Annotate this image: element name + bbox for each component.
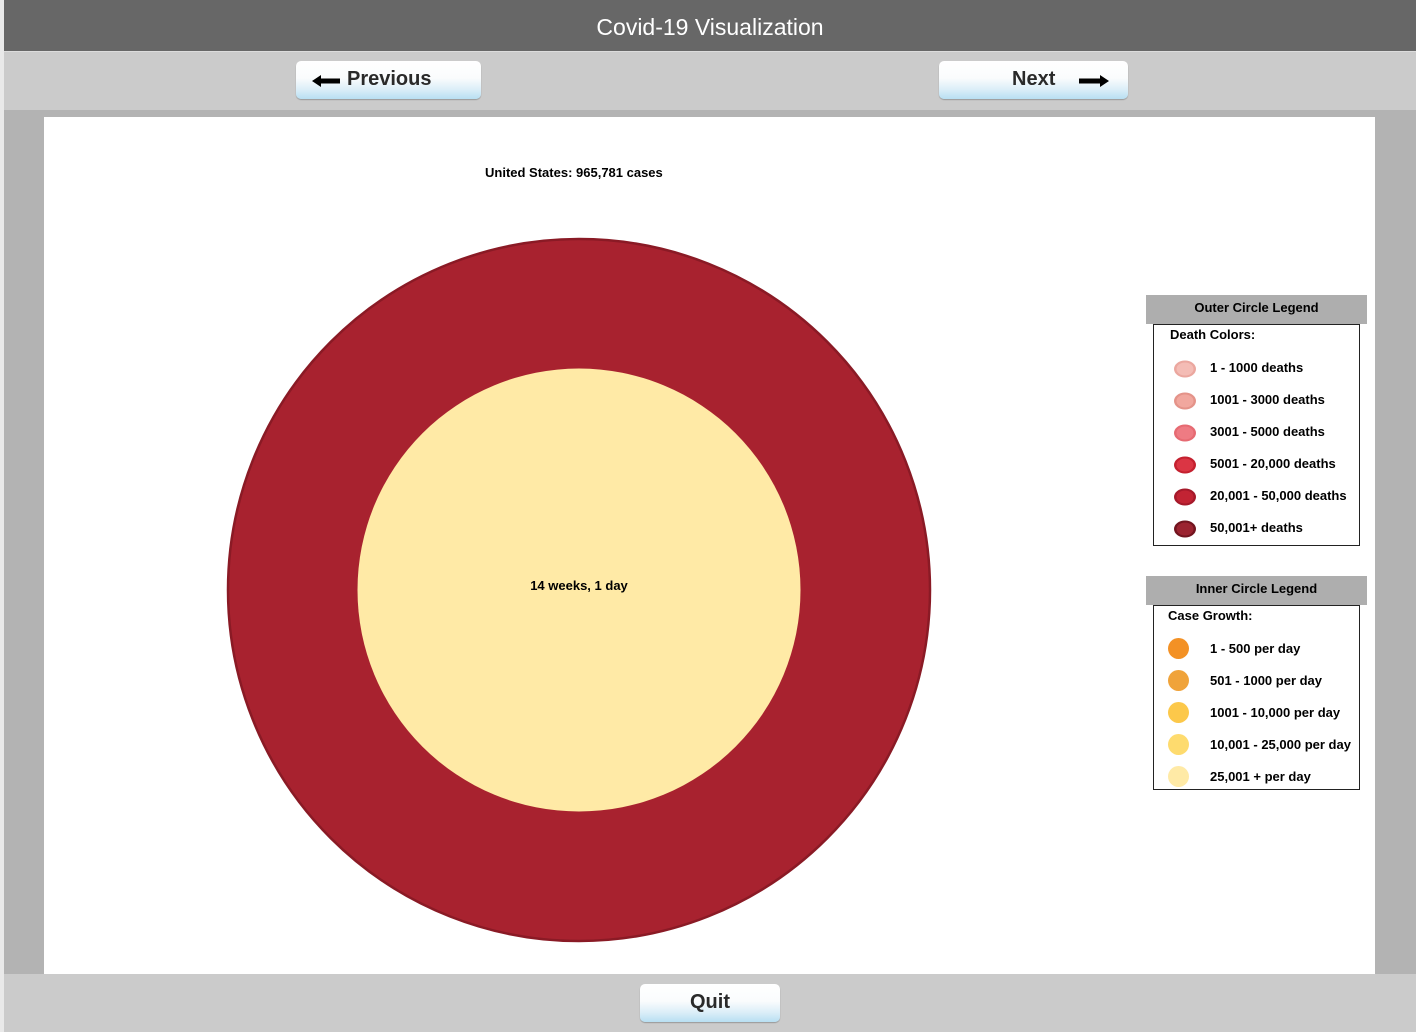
legend-item-label: 5001 - 20,000 deaths	[1210, 456, 1336, 471]
inner-case-circle	[357, 368, 801, 812]
concentric-circle-chart	[226, 237, 932, 943]
next-button[interactable]: Next	[939, 61, 1128, 99]
visualization-stage: United States: 965,781 cases 14 weeks, 1…	[4, 110, 1416, 974]
outer-legend-box: Death Colors: 1 - 1000 deaths 1001 - 300…	[1153, 324, 1360, 546]
case-growth-swatch-icon	[1168, 702, 1189, 723]
legend-item: 501 - 1000 per day	[1154, 669, 1359, 693]
inner-legend-box: Case Growth: 1 - 500 per day 501 - 1000 …	[1153, 605, 1360, 790]
legend-item: 1001 - 3000 deaths	[1154, 388, 1359, 412]
next-button-label: Next	[1012, 68, 1056, 90]
death-color-swatch-icon	[1174, 488, 1196, 506]
legend-item: 1001 - 10,000 per day	[1154, 701, 1359, 725]
legend-item-label: 1 - 1000 deaths	[1210, 360, 1304, 375]
app-window: Covid-19 Visualization Previous Next Uni…	[4, 0, 1416, 1032]
country-cases-headline: United States: 965,781 cases	[485, 165, 663, 180]
legend-item: 3001 - 5000 deaths	[1154, 420, 1359, 444]
arrow-left-icon	[312, 75, 340, 87]
arrow-right-icon	[1079, 75, 1109, 87]
inner-legend-subtitle: Case Growth:	[1168, 608, 1253, 623]
case-growth-swatch-icon	[1168, 638, 1189, 659]
legend-item-label: 1 - 500 per day	[1210, 641, 1301, 656]
case-growth-swatch-icon	[1168, 670, 1189, 691]
window-title: Covid-19 Visualization	[4, 0, 1416, 51]
legend-item-label: 1001 - 3000 deaths	[1210, 392, 1325, 407]
legend-item: 50,001+ deaths	[1154, 516, 1359, 540]
legend-item-label: 50,001+ deaths	[1210, 520, 1303, 535]
death-color-swatch-icon	[1174, 456, 1196, 474]
death-color-swatch-icon	[1174, 424, 1196, 442]
legend-item: 20,001 - 50,000 deaths	[1154, 484, 1359, 508]
navigation-toolbar: Previous Next	[4, 51, 1416, 110]
legend-item: 25,001 + per day	[1154, 765, 1359, 789]
outer-legend-subtitle: Death Colors:	[1170, 327, 1256, 342]
previous-button-label: Previous	[347, 68, 432, 90]
case-growth-swatch-icon	[1168, 766, 1189, 787]
death-color-swatch-icon	[1174, 520, 1196, 538]
legend-item-label: 10,001 - 25,000 per day	[1210, 737, 1351, 752]
visualization-canvas: United States: 965,781 cases 14 weeks, 1…	[44, 117, 1375, 974]
legend-item-label: 501 - 1000 per day	[1210, 673, 1323, 688]
legend-item-label: 1001 - 10,000 per day	[1210, 705, 1341, 720]
legend-item: 1 - 500 per day	[1154, 637, 1359, 661]
case-growth-swatch-icon	[1168, 734, 1189, 755]
legend-item-label: 20,001 - 50,000 deaths	[1210, 488, 1347, 503]
legend-item: 5001 - 20,000 deaths	[1154, 452, 1359, 476]
inner-legend-title: Inner Circle Legend	[1146, 576, 1367, 605]
death-color-swatch-icon	[1174, 392, 1196, 410]
legend-item-label: 3001 - 5000 deaths	[1210, 424, 1325, 439]
previous-button[interactable]: Previous	[296, 61, 481, 99]
left-gutter	[0, 0, 4, 1032]
elapsed-time-label: 14 weeks, 1 day	[530, 578, 628, 593]
death-color-swatch-icon	[1174, 360, 1196, 378]
legend-item: 10,001 - 25,000 per day	[1154, 733, 1359, 757]
legend-item-label: 25,001 + per day	[1210, 769, 1311, 784]
legend-item: 1 - 1000 deaths	[1154, 356, 1359, 380]
quit-button[interactable]: Quit	[640, 984, 780, 1022]
outer-legend-title: Outer Circle Legend	[1146, 295, 1367, 324]
